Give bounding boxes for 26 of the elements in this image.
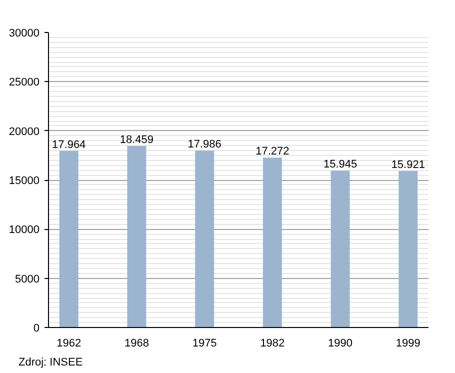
- bar: [195, 150, 214, 328]
- data-label: 15.945: [323, 158, 358, 171]
- y-tick-label: 15000: [8, 175, 40, 187]
- bar: [330, 170, 350, 328]
- y-tick-label: 10000: [8, 224, 40, 236]
- x-tick-label: 1999: [396, 338, 420, 350]
- x-tick-label: 1962: [56, 338, 82, 350]
- text: Zdroj: INSEE: [18, 356, 83, 368]
- bar: [398, 170, 418, 328]
- y-tick-label: 25000: [8, 76, 40, 89]
- bar: [127, 146, 146, 328]
- data-label: 18.459: [120, 134, 154, 146]
- y-tick-label: 20000: [8, 126, 40, 138]
- y-tick-label: 0: [33, 322, 40, 334]
- data-label: 17.986: [188, 138, 222, 151]
- bar: [59, 150, 78, 328]
- data-label: 15.921: [391, 158, 425, 171]
- y-tick-label: 5000: [15, 273, 40, 286]
- x-tick-label: 1975: [192, 338, 217, 350]
- bar: [262, 158, 282, 328]
- data-label: 17.964: [52, 138, 86, 151]
- x-tick-label: 1982: [260, 338, 285, 350]
- x-tick-label: 1990: [328, 338, 353, 350]
- x-tick-label: 1968: [124, 338, 149, 350]
- y-tick-label: 30000: [8, 28, 40, 40]
- data-label: 17.272: [256, 146, 290, 158]
